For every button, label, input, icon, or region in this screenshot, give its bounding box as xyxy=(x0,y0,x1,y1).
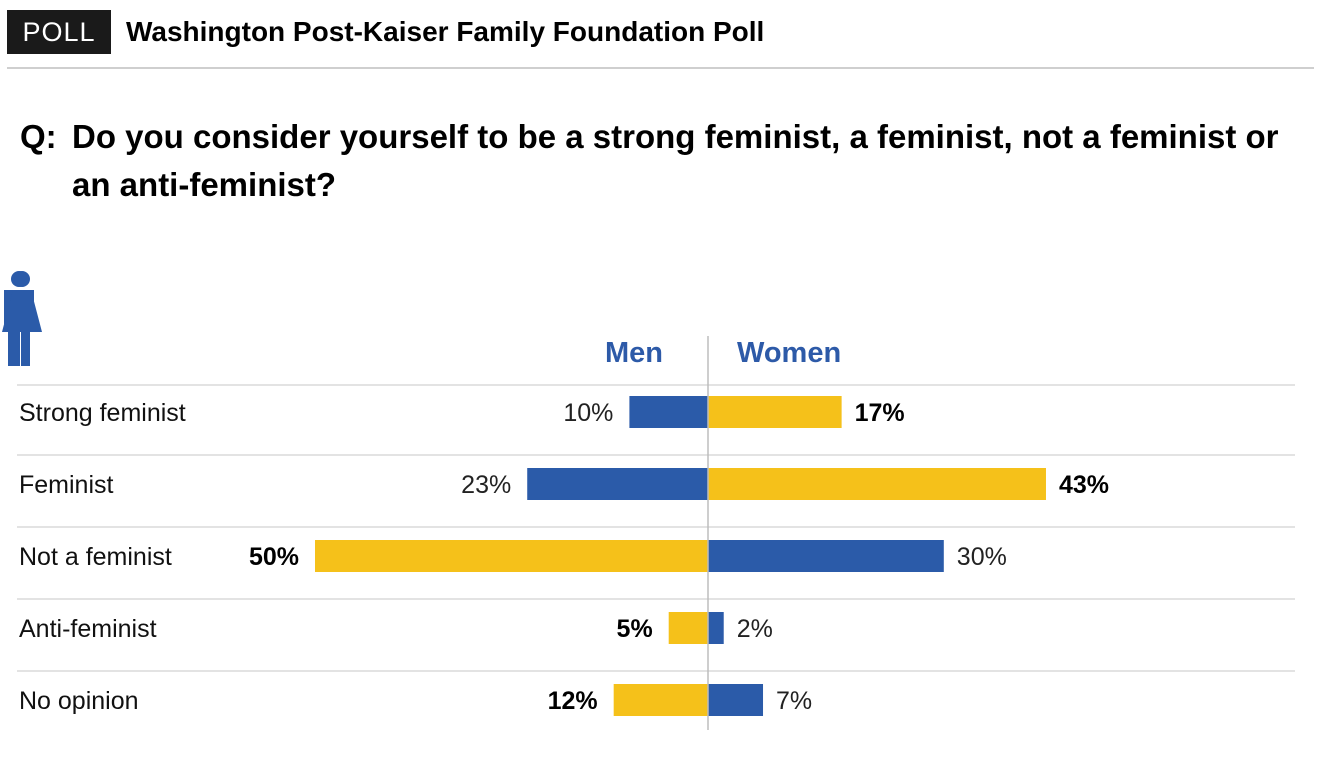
category-label: No opinion xyxy=(19,687,139,715)
bar-men xyxy=(315,540,708,572)
data-label-women: 17% xyxy=(855,399,905,427)
category-label: Anti-feminist xyxy=(19,615,157,643)
header: POLL Washington Post-Kaiser Family Found… xyxy=(0,0,1334,69)
bar-women xyxy=(708,468,1046,500)
data-label-women: 30% xyxy=(957,543,1007,571)
question-label: Q: xyxy=(20,118,57,155)
data-label-men: 50% xyxy=(249,543,299,571)
data-label-men: 12% xyxy=(548,687,598,715)
bar-men xyxy=(629,396,708,428)
category-label: Feminist xyxy=(19,471,114,499)
bar-men xyxy=(527,468,708,500)
data-label-men: 5% xyxy=(617,615,653,643)
bar-women xyxy=(708,684,764,716)
data-label-women: 43% xyxy=(1059,471,1109,499)
bar-women xyxy=(708,540,944,572)
bar-men xyxy=(668,612,708,644)
chart-svg: Strong feminist 10% 17% Feminist 23% 43% Not a… xyxy=(17,336,1295,730)
data-label-men: 23% xyxy=(461,471,511,499)
chart: Strong feminist 10% 17% Feminist 23% 43% Not a… xyxy=(0,270,1334,740)
data-label-women: 2% xyxy=(737,615,773,643)
data-label-men: 10% xyxy=(563,399,613,427)
data-label-women: 7% xyxy=(776,687,812,715)
poll-title: Washington Post-Kaiser Family Foundation… xyxy=(126,16,765,47)
category-label: Strong feminist xyxy=(19,399,186,427)
woman-icon xyxy=(2,271,42,366)
header-divider xyxy=(7,67,1314,69)
category-label: Not a feminist xyxy=(19,543,172,571)
question-text: Do you consider yourself to be a strong … xyxy=(72,118,1279,203)
legend-men: Men xyxy=(605,337,663,369)
bar-men xyxy=(613,684,708,716)
legend-women: Women xyxy=(737,337,842,369)
bar-women xyxy=(708,612,724,644)
poll-badge: POLL xyxy=(7,10,111,54)
bar-women xyxy=(708,396,842,428)
